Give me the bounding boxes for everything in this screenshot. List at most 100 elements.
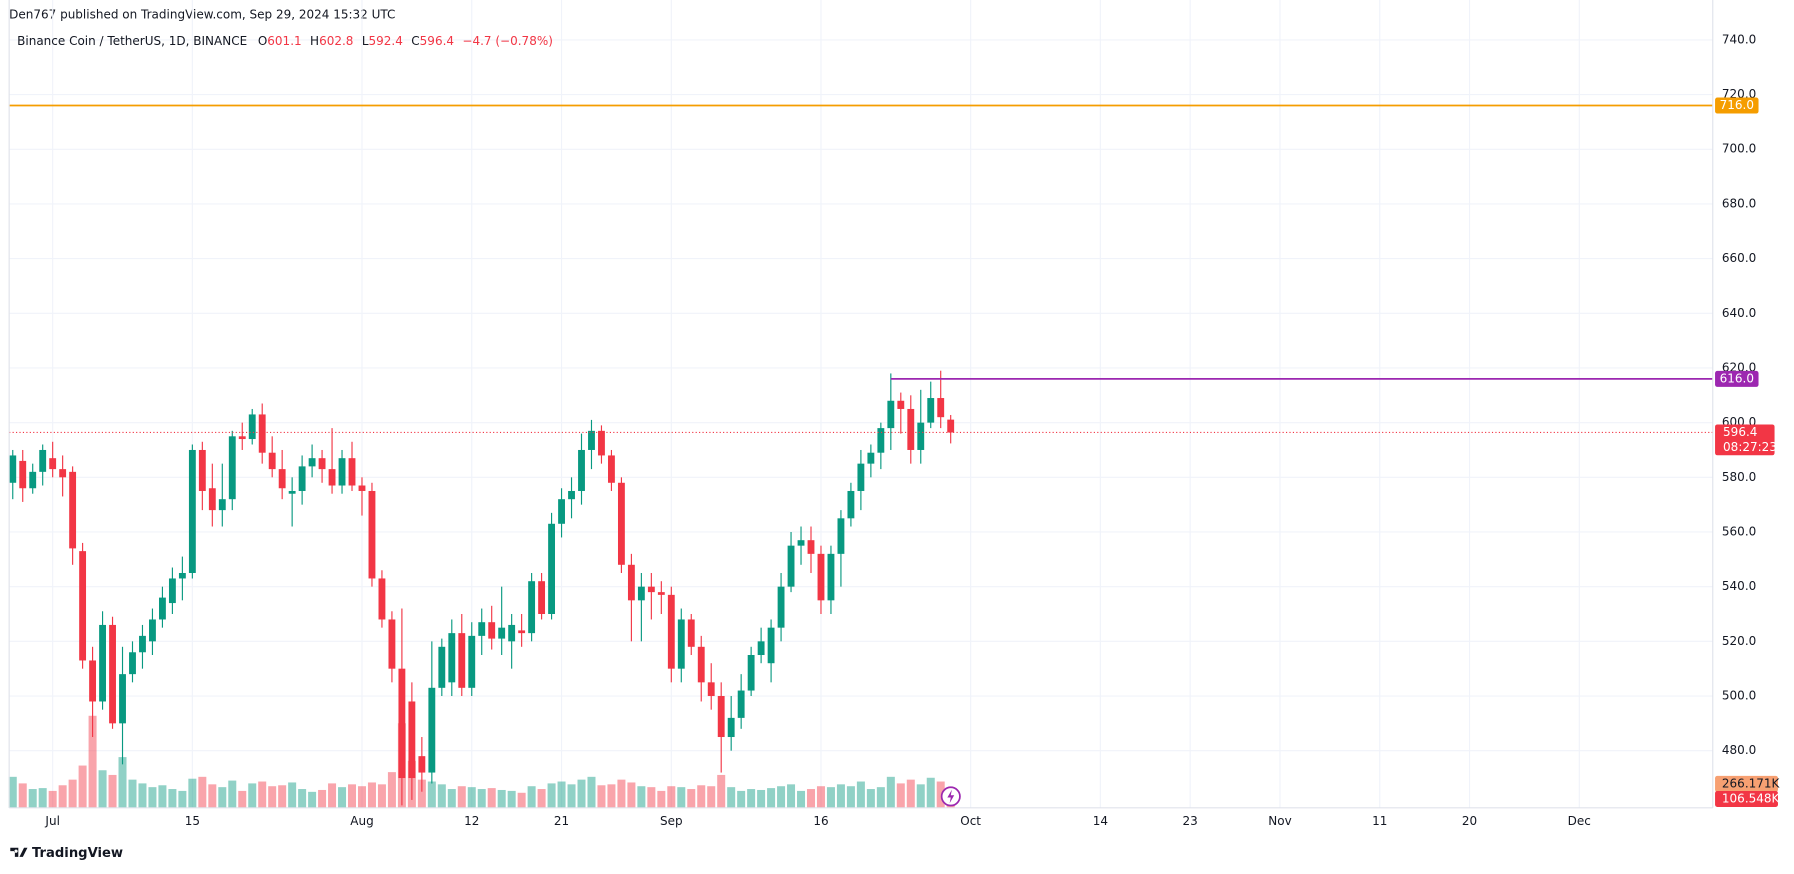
volume-bar (487, 788, 496, 808)
candle-body (528, 581, 536, 634)
volume-bar (367, 782, 376, 808)
y-tick-label: 540.0 (1722, 579, 1756, 593)
candle-body (887, 400, 895, 429)
volume-bar (687, 789, 696, 808)
volume-bar (328, 783, 337, 808)
volume-bar (846, 786, 855, 808)
volume-bar (777, 786, 786, 808)
ohlc-letter: H (310, 34, 319, 48)
change: −4.7 (−0.78%) (462, 34, 552, 48)
candle-body (428, 687, 436, 773)
volume-bar (58, 785, 67, 808)
volume-bar (816, 786, 825, 808)
candle-body (937, 398, 945, 418)
volume-bar (158, 785, 167, 808)
countdown: 08:27:23 (1723, 440, 1777, 454)
volume-bar (717, 774, 726, 808)
x-tick-label: 12 (464, 814, 479, 828)
volume-bar (647, 787, 656, 808)
candle-body (707, 682, 715, 697)
volume-bar (557, 781, 566, 808)
candle-body (677, 619, 685, 669)
icon-bolt[interactable] (947, 789, 955, 804)
brand: TradingView (32, 846, 123, 861)
volume-bar (906, 779, 915, 808)
ohlc-value: 592.4 (369, 34, 403, 48)
y-tick-label: 680.0 (1722, 196, 1756, 210)
y-tick-label: 640.0 (1722, 306, 1756, 320)
volume-bar (48, 790, 57, 808)
volume-bar (338, 787, 347, 808)
x-tick-label: Nov (1268, 814, 1291, 828)
ohlc-letter: L (362, 34, 369, 48)
candle-body (119, 674, 126, 724)
candle-body (208, 488, 216, 511)
volume-last-tag (1715, 790, 1778, 807)
candle-body (268, 452, 276, 470)
volume-bar (527, 786, 536, 808)
volume-bar (168, 789, 177, 808)
candle-body (79, 551, 87, 661)
volume-bar (248, 783, 257, 808)
candle-body (238, 436, 246, 440)
volume-bar (218, 787, 227, 808)
volume-bar (916, 784, 925, 808)
candle-body (298, 466, 306, 491)
candle-body (548, 523, 556, 614)
volume-bar (427, 781, 436, 808)
candle-body (178, 572, 186, 579)
x-tick-label: 15 (185, 814, 200, 828)
candle-body (338, 458, 346, 486)
lightning-icon[interactable] (940, 786, 961, 807)
volume-bar (866, 789, 875, 808)
footer-logo: TradingView (10, 846, 123, 861)
ohlc-value: 602.8 (319, 34, 353, 48)
candle-body (637, 586, 645, 601)
candle-body (448, 633, 456, 683)
candle-body (598, 430, 605, 456)
candle-body (508, 624, 516, 642)
candle-body (99, 624, 106, 702)
candle-body (518, 630, 526, 634)
x-tick-label: Oct (960, 814, 981, 828)
candle-body (947, 419, 955, 433)
published-note: Den767 published on TradingView.com, Sep… (9, 7, 395, 21)
candle-body (917, 422, 925, 450)
volume-bar (757, 789, 766, 808)
volume-bar (657, 790, 666, 808)
volume-bar (357, 786, 366, 808)
volume-bar (707, 786, 716, 808)
candle-body (837, 518, 845, 554)
volume-bar (667, 786, 676, 808)
candle-body (847, 490, 855, 519)
candle-body (218, 499, 226, 511)
volume-bar (597, 785, 606, 808)
volume-bar (318, 789, 327, 808)
candle-body (9, 455, 17, 483)
volume-bar (437, 784, 446, 808)
level-label: 716.0 (1720, 98, 1754, 112)
candle-body (737, 690, 745, 718)
volume-bar (577, 779, 586, 808)
candle-body (308, 458, 316, 467)
volume-bar (108, 774, 117, 808)
candle-body (168, 578, 176, 604)
candle-body (109, 624, 116, 724)
volume-bar (258, 781, 267, 808)
candle-body (408, 701, 416, 779)
x-tick-label: 14 (1093, 814, 1108, 828)
candle-body (877, 428, 885, 453)
candle-body (927, 398, 935, 423)
volume-bar (806, 789, 816, 808)
y-tick-label: 580.0 (1722, 470, 1756, 484)
candle-body (418, 756, 426, 773)
volume-bar (787, 784, 796, 808)
candle-body (538, 581, 546, 614)
candle-body (747, 655, 755, 691)
candle-body (857, 463, 865, 491)
volume-bar (138, 783, 147, 808)
x-tick-label: 21 (554, 814, 569, 828)
candle-body (388, 619, 396, 669)
candle-body (358, 485, 366, 491)
